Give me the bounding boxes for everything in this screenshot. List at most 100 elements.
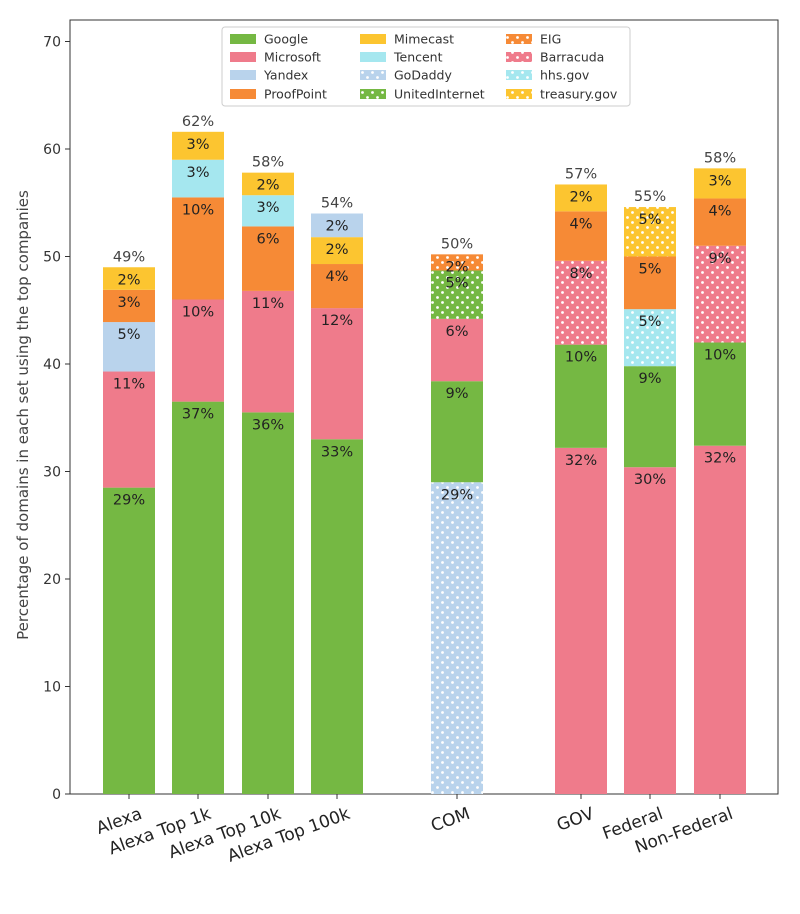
segment-value-label: 5%: [638, 262, 661, 278]
bar-segment-mimecast: [242, 172, 294, 196]
legend-swatch-hhsgov: [506, 70, 532, 80]
y-tick-label: 40: [43, 357, 61, 373]
bar-segment-barracuda: [694, 245, 746, 343]
bar-segment-google: [172, 401, 224, 794]
segment-value-label: 10%: [182, 305, 214, 321]
bar-segment-microsoft: [624, 467, 676, 794]
bar-segment-mimecast: [103, 267, 155, 290]
bar-segment-google: [311, 439, 363, 794]
bar-segment-eig: [431, 254, 483, 271]
bar-total-label: 57%: [565, 166, 597, 182]
bar-segment-mimecast: [555, 184, 607, 212]
bar-segment-microsoft: [694, 445, 746, 794]
segment-value-label: 29%: [441, 487, 473, 503]
segment-value-label: 2%: [117, 272, 140, 288]
y-tick-label: 10: [43, 680, 61, 696]
bar-segment-proofpoint: [242, 226, 294, 291]
y-axis-title: Percentage of domains in each set using …: [14, 190, 32, 640]
legend-swatch-barracuda: [506, 52, 532, 62]
bar-segment-mimecast: [172, 131, 224, 160]
legend-label-tencent: Tencent: [393, 50, 443, 65]
legend-label-google: Google: [264, 32, 308, 47]
bar-total-label: 54%: [321, 196, 353, 212]
legend-label-proofpoint: ProofPoint: [264, 87, 327, 102]
segment-value-label: 36%: [252, 417, 284, 433]
y-tick-label: 70: [43, 35, 61, 51]
bar-segment-tencent: [172, 159, 224, 198]
bar-segment-proofpoint: [624, 256, 676, 310]
legend-label-eig: EIG: [540, 32, 561, 47]
segment-value-label: 3%: [256, 200, 279, 216]
bar-total-label: 55%: [634, 189, 666, 205]
bar-segment-proofpoint: [311, 264, 363, 309]
bar-segment-yandex: [103, 322, 155, 372]
segment-value-label: 4%: [325, 269, 348, 285]
segment-value-label: 9%: [445, 386, 468, 402]
segment-value-label: 30%: [634, 472, 666, 488]
bar-segment-microsoft: [431, 318, 483, 382]
segment-value-label: 2%: [325, 219, 348, 235]
bar-segment-microsoft: [311, 308, 363, 440]
legend-label-barracuda: Barracuda: [540, 50, 604, 65]
legend-swatch-microsoft: [230, 52, 256, 62]
bar-segment-godaddy: [431, 482, 483, 794]
segment-value-label: 6%: [445, 324, 468, 340]
legend-label-godaddy: GoDaddy: [394, 68, 452, 83]
bars-layer: [103, 131, 746, 794]
y-tick-label: 60: [43, 142, 61, 158]
segment-value-label: 29%: [113, 493, 145, 509]
y-tick-label: 30: [43, 465, 61, 481]
bar-segment-mimecast: [694, 168, 746, 199]
plot-frame: [69, 19, 779, 795]
legend-swatch-proofpoint: [230, 89, 256, 99]
segment-value-label: 5%: [638, 212, 661, 228]
labels-layer: 29%11%5%3%2%49%Alexa37%10%10%3%3%62%Alex…: [94, 114, 736, 867]
segment-value-label: 3%: [186, 137, 209, 153]
segment-value-label: 2%: [569, 189, 592, 205]
bar-segment-proofpoint: [555, 211, 607, 261]
legend-label-microsoft: Microsoft: [264, 50, 321, 65]
legend-swatch-tencent: [360, 52, 386, 62]
bar-segment-barracuda: [555, 260, 607, 345]
segment-value-label: 32%: [565, 453, 597, 469]
segment-value-label: 5%: [445, 275, 468, 291]
segment-value-label: 11%: [113, 377, 145, 393]
segment-value-label: 8%: [569, 266, 592, 282]
bar-segment-hhsgov: [624, 309, 676, 367]
bar-total-label: 58%: [252, 155, 284, 171]
segment-value-label: 9%: [638, 371, 661, 387]
bar-segment-google: [103, 487, 155, 794]
segment-value-label: 10%: [704, 348, 736, 364]
axes-layer: 0 10 20 30 40 50 60 70: [43, 19, 779, 803]
legend-swatch-godaddy: [360, 70, 386, 80]
legend-label-hhsgov: hhs.gov: [540, 68, 590, 83]
segment-value-label: 32%: [704, 451, 736, 467]
segment-value-label: 10%: [182, 202, 214, 218]
segment-value-label: 5%: [117, 327, 140, 343]
legend-swatch-yandex: [230, 70, 256, 80]
segment-value-label: 3%: [117, 295, 140, 311]
bar-total-label: 58%: [704, 150, 736, 166]
segment-value-label: 11%: [252, 296, 284, 312]
segment-value-label: 33%: [321, 444, 353, 460]
legend-swatch-treasurygov: [506, 89, 532, 99]
y-tick-label: 0: [52, 787, 61, 803]
bar-segment-google: [555, 344, 607, 448]
segment-value-label: 2%: [256, 178, 279, 194]
legend-swatch-unitedinternet: [360, 89, 386, 99]
bar-segment-microsoft: [103, 371, 155, 488]
segment-value-label: 5%: [638, 314, 661, 330]
legend-label-yandex: Yandex: [263, 68, 308, 83]
bar-segment-google: [624, 366, 676, 468]
bar-segment-microsoft: [172, 299, 224, 402]
bar-segment-tencent: [242, 195, 294, 227]
bar-total-label: 62%: [182, 114, 214, 130]
legend-swatch-mimecast: [360, 34, 386, 44]
bar-segment-proofpoint: [172, 197, 224, 300]
segment-value-label: 2%: [445, 259, 468, 275]
bar-segment-proofpoint: [694, 198, 746, 246]
segment-value-label: 4%: [708, 203, 731, 219]
bar-segment-microsoft: [242, 290, 294, 413]
bar-segment-yandex: [311, 213, 363, 238]
legend-label-unitedinternet: UnitedInternet: [394, 87, 485, 102]
